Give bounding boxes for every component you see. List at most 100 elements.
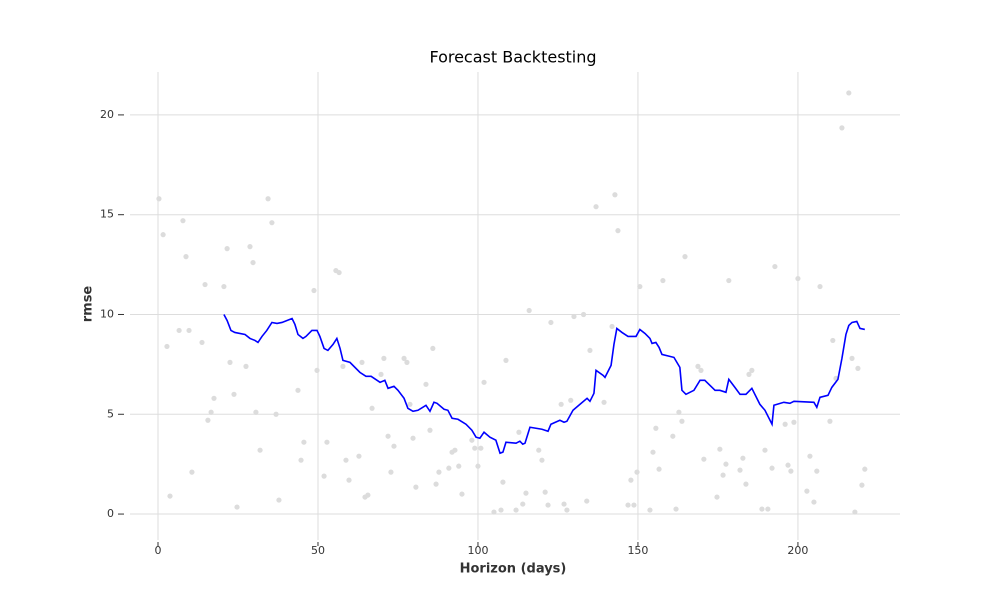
- point: [740, 455, 746, 461]
- point: [388, 469, 394, 475]
- point: [584, 498, 590, 504]
- chart-title: Forecast Backtesting: [429, 48, 596, 67]
- point: [536, 447, 542, 453]
- point: [186, 327, 192, 334]
- point: [365, 492, 371, 498]
- point: [391, 443, 397, 449]
- point: [601, 399, 607, 405]
- point: [498, 507, 504, 513]
- point: [407, 401, 413, 407]
- point: [446, 465, 452, 471]
- x-axis-label: Horizon (days): [460, 562, 567, 577]
- point: [526, 307, 532, 314]
- point: [679, 418, 685, 424]
- y-tick-label: 10: [100, 307, 114, 320]
- point: [401, 355, 407, 361]
- point: [295, 387, 301, 393]
- point: [673, 506, 679, 512]
- point: [814, 468, 820, 474]
- point: [714, 494, 720, 500]
- point: [243, 363, 249, 369]
- point: [369, 405, 375, 411]
- point: [478, 445, 484, 451]
- point: [765, 506, 771, 512]
- x-tick-label: 0: [154, 544, 161, 557]
- point: [769, 465, 775, 471]
- point: [743, 481, 749, 487]
- point: [701, 456, 707, 462]
- point: [208, 409, 214, 415]
- point: [481, 379, 487, 385]
- point: [452, 447, 458, 453]
- point: [749, 367, 755, 373]
- point: [324, 439, 330, 445]
- point: [250, 259, 256, 266]
- point: [430, 345, 436, 352]
- point: [676, 409, 682, 415]
- point: [545, 502, 551, 508]
- x-tick-label: 150: [627, 544, 648, 557]
- point: [227, 359, 233, 365]
- y-axis-label: rmse: [81, 286, 96, 323]
- point: [224, 246, 230, 252]
- point: [199, 339, 205, 346]
- point: [807, 453, 813, 459]
- point: [410, 435, 416, 441]
- point: [564, 507, 570, 513]
- point: [849, 355, 855, 361]
- point: [189, 469, 195, 475]
- point: [650, 449, 656, 455]
- point: [795, 275, 801, 282]
- point: [855, 365, 861, 371]
- point: [276, 497, 282, 503]
- point: [682, 254, 688, 260]
- point: [516, 429, 522, 435]
- point: [647, 507, 653, 513]
- point: [548, 319, 554, 326]
- point: [723, 461, 729, 467]
- point: [378, 371, 384, 377]
- point: [759, 506, 765, 512]
- point: [167, 493, 173, 499]
- point: [609, 323, 615, 330]
- point: [160, 232, 166, 238]
- point: [413, 484, 419, 490]
- point: [253, 409, 259, 415]
- point: [273, 411, 279, 417]
- point: [427, 427, 433, 433]
- point: [561, 501, 567, 507]
- point: [234, 504, 240, 510]
- point: [615, 228, 621, 234]
- point: [314, 367, 320, 373]
- point: [580, 311, 587, 318]
- point: [205, 417, 211, 423]
- point: [269, 220, 275, 226]
- point: [156, 196, 162, 202]
- point: [469, 437, 475, 443]
- point: [653, 425, 659, 431]
- point: [746, 371, 752, 377]
- point: [491, 509, 497, 515]
- point: [381, 355, 387, 361]
- point: [164, 343, 170, 350]
- point: [631, 502, 637, 508]
- point: [846, 90, 852, 96]
- y-tick-label: 0: [107, 507, 114, 520]
- point: [359, 359, 365, 365]
- point: [830, 337, 836, 344]
- point: [221, 283, 227, 290]
- x-tick-label: 50: [311, 544, 325, 557]
- point: [298, 457, 304, 463]
- point: [433, 481, 439, 487]
- point: [785, 462, 791, 468]
- point: [670, 433, 676, 439]
- point: [472, 445, 478, 451]
- point: [257, 447, 263, 453]
- point: [839, 125, 845, 131]
- point: [500, 479, 506, 485]
- point: [634, 469, 640, 475]
- point: [211, 395, 217, 401]
- point: [231, 391, 237, 397]
- point: [791, 419, 797, 425]
